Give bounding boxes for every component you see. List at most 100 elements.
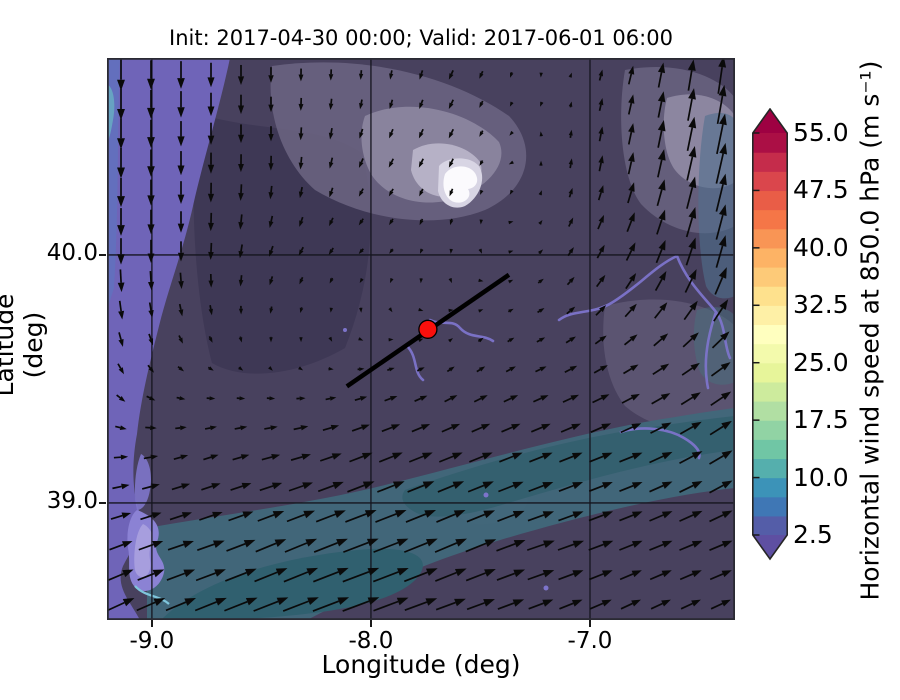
wind-arrow bbox=[238, 221, 244, 230]
wind-arrow bbox=[719, 142, 728, 155]
wind-arrow bbox=[691, 481, 703, 489]
wind-arrow bbox=[542, 599, 554, 607]
wind-arrow bbox=[569, 336, 576, 342]
wind-arrow bbox=[449, 190, 454, 197]
wind-arrow bbox=[329, 396, 337, 401]
wind-arrow bbox=[359, 277, 364, 283]
wind-arrow bbox=[389, 277, 394, 284]
wind-arrow bbox=[512, 510, 525, 519]
lake bbox=[483, 492, 489, 498]
wind-arrow bbox=[484, 569, 496, 577]
colorbar-tick-label: 2.5 bbox=[793, 520, 833, 549]
wind-arrow bbox=[720, 362, 731, 371]
wind-arrow bbox=[448, 278, 452, 284]
wind-arrow bbox=[389, 73, 394, 80]
wind-arrow bbox=[147, 166, 155, 177]
wind-arrow bbox=[271, 482, 283, 490]
wind-arrow bbox=[452, 481, 465, 489]
wind-arrow bbox=[268, 163, 274, 171]
wind-arrow bbox=[272, 510, 285, 519]
wind-arrow bbox=[658, 271, 667, 281]
x-tick-mark bbox=[588, 620, 591, 627]
wind-arrow bbox=[117, 254, 125, 265]
wind-arrow bbox=[418, 131, 424, 139]
wind-arrow bbox=[508, 160, 514, 165]
wind-arrow bbox=[602, 570, 613, 578]
colorbar-segment bbox=[752, 515, 788, 536]
wind-arrow bbox=[539, 366, 547, 372]
wind-arrow bbox=[358, 367, 365, 372]
wind-arrow bbox=[688, 269, 697, 280]
wind-arrow bbox=[720, 331, 730, 341]
wind-arrow bbox=[689, 300, 698, 311]
wind-arrow bbox=[509, 130, 514, 136]
wind-arrow bbox=[508, 220, 514, 225]
wind-arrow bbox=[483, 599, 495, 607]
wind-arrow bbox=[269, 278, 274, 286]
wind-arrow bbox=[542, 481, 554, 490]
wind-arrow bbox=[121, 541, 133, 548]
wind-arrow bbox=[388, 161, 394, 168]
wind-arrow bbox=[448, 73, 454, 80]
x-axis-label: Longitude (deg) bbox=[321, 650, 521, 679]
wind-arrow bbox=[602, 482, 613, 490]
wind-arrow bbox=[117, 138, 125, 150]
wind-arrow bbox=[484, 539, 497, 548]
wind-arrow bbox=[631, 452, 643, 460]
wind-arrow bbox=[568, 72, 572, 78]
ocean-region bbox=[107, 58, 230, 620]
wind-arrow bbox=[148, 395, 156, 401]
wind-arrow bbox=[449, 395, 458, 401]
wind-arrow bbox=[390, 424, 401, 431]
wind-arrow bbox=[241, 482, 252, 490]
wind-arrow bbox=[117, 167, 125, 179]
wind-arrow bbox=[688, 207, 697, 219]
wind-arrow bbox=[178, 309, 184, 317]
wind-arrow bbox=[396, 597, 409, 606]
wind-arrow bbox=[449, 219, 454, 226]
colorbar-tick-label: 10.0 bbox=[793, 462, 849, 492]
wind-arrow bbox=[425, 598, 438, 606]
wind-arrow bbox=[153, 598, 166, 607]
wind-arrow bbox=[688, 116, 697, 129]
wind-arrow bbox=[569, 365, 578, 372]
wind-arrow bbox=[508, 250, 514, 254]
colorbar bbox=[752, 108, 788, 561]
wind-arrow bbox=[150, 425, 157, 431]
wind-arrow bbox=[572, 570, 584, 578]
wind-arrow bbox=[691, 599, 701, 607]
wind-arrow bbox=[389, 248, 394, 254]
wind-arrow bbox=[418, 338, 424, 343]
y-tick-mark bbox=[99, 253, 106, 256]
wind-arrow bbox=[628, 242, 636, 252]
wind-arrow bbox=[541, 423, 551, 431]
wind-arrow bbox=[538, 278, 544, 284]
wind-arrow bbox=[298, 366, 304, 371]
wind-arrow bbox=[658, 209, 666, 221]
wind-arrow bbox=[298, 74, 304, 82]
wind-arrow bbox=[426, 538, 438, 547]
wind-arrow bbox=[237, 76, 245, 86]
wind-arrow bbox=[541, 452, 553, 460]
wind-arrow bbox=[337, 597, 350, 605]
wind-arrow bbox=[719, 299, 729, 310]
y-tick-label: 40.0 bbox=[46, 239, 98, 266]
wind-arrow bbox=[237, 105, 245, 115]
wind-arrow bbox=[298, 249, 304, 256]
y-axis-label: Latitude (deg) bbox=[0, 293, 48, 397]
wind-arrow bbox=[482, 481, 494, 489]
wind-arrow bbox=[448, 308, 454, 313]
wind-arrow bbox=[661, 511, 673, 519]
colorbar-segment bbox=[752, 267, 788, 287]
wind-arrow bbox=[478, 309, 484, 313]
wind-arrow bbox=[512, 481, 524, 490]
x-tick-mark bbox=[369, 620, 372, 627]
wind-arrow bbox=[177, 78, 185, 89]
wind-arrow bbox=[268, 220, 274, 229]
wind-arrow bbox=[572, 540, 585, 548]
wind-arrow bbox=[122, 598, 135, 607]
wind-arrow bbox=[419, 278, 423, 284]
wind-arrow bbox=[388, 190, 394, 197]
wind-arrow bbox=[571, 423, 581, 431]
wind-arrow bbox=[298, 162, 304, 170]
